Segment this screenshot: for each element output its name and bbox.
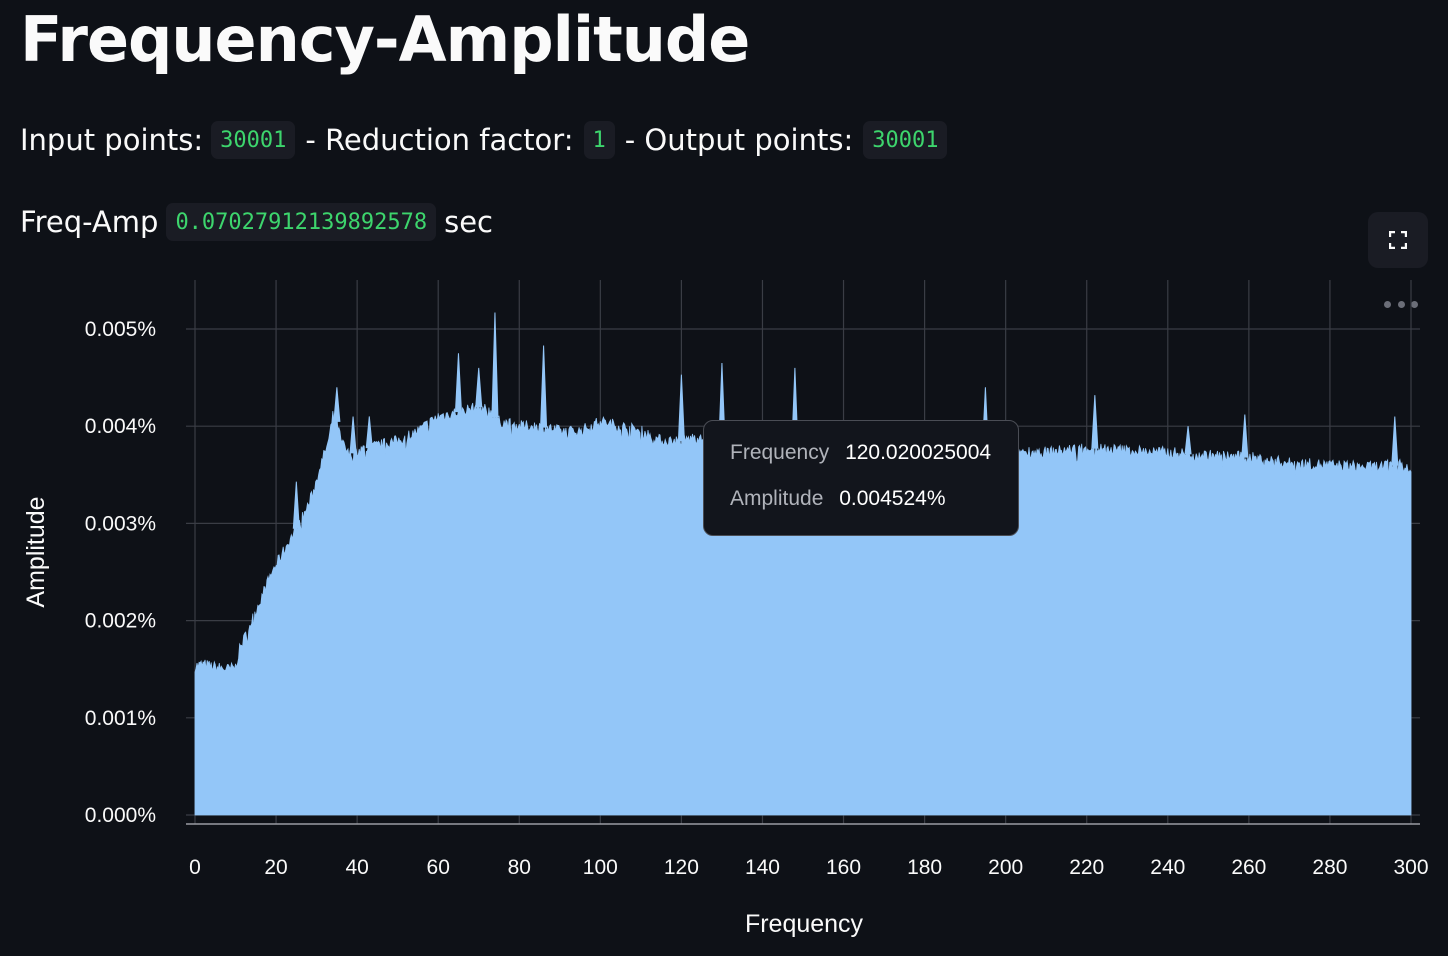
page-title: Frequency-Amplitude — [20, 3, 750, 76]
x-tick-label: 60 — [427, 856, 450, 879]
y-tick-label: 0.004% — [85, 415, 156, 438]
peak-spike — [491, 312, 499, 417]
x-tick-label: 0 — [189, 856, 201, 879]
peak-spike — [475, 367, 483, 408]
y-tick-label: 0.005% — [85, 318, 156, 341]
input-points-label: Input points: — [20, 123, 204, 157]
peak-spike — [349, 416, 357, 454]
x-tick-label: 80 — [508, 856, 531, 879]
more-options-button[interactable] — [1384, 294, 1418, 314]
peak-spike — [1391, 416, 1399, 466]
output-points-label: - Output points: — [624, 123, 854, 157]
x-axis-title: Frequency — [745, 910, 864, 938]
x-tick-label: 200 — [988, 856, 1023, 879]
peak-spike — [333, 387, 341, 422]
hover-tooltip: Frequency 120.020025004 Amplitude 0.0045… — [703, 420, 1019, 536]
x-tick-label: 300 — [1393, 856, 1428, 879]
x-tick-label: 260 — [1231, 856, 1266, 879]
y-tick-label: 0.002% — [85, 610, 156, 633]
peak-spike — [365, 416, 373, 449]
fullscreen-button[interactable] — [1368, 212, 1428, 268]
peak-spike — [454, 353, 462, 413]
tooltip-frequency-value: 120.020025004 — [845, 441, 992, 464]
y-tick-label: 0.000% — [85, 804, 156, 827]
tooltip-amplitude-label: Amplitude — [730, 487, 824, 510]
x-tick-label: 100 — [583, 856, 618, 879]
timing-line: Freq-Amp 0.07027912139892578 sec — [20, 201, 493, 243]
x-tick-label: 160 — [826, 856, 861, 879]
x-tick-label: 280 — [1312, 856, 1347, 879]
peak-spike — [540, 345, 548, 428]
peak-spike — [1091, 395, 1099, 449]
y-tick-label: 0.001% — [85, 707, 156, 730]
peak-spike — [1241, 414, 1249, 458]
axes: 0 20 40 60 80 100 120 140 160 180 200 220 240 260 280 3… — [85, 318, 1429, 879]
x-tick-label: 40 — [345, 856, 368, 879]
timing-label: Freq-Amp — [20, 205, 159, 239]
reduction-factor-label: - Reduction factor: — [305, 123, 574, 157]
fullscreen-icon — [1389, 231, 1407, 249]
timing-value: 0.07027912139892578 — [166, 203, 437, 241]
x-tick-label: 180 — [907, 856, 942, 879]
output-points-value: 30001 — [863, 121, 948, 159]
stats-line: Input points: 30001 - Reduction factor: … — [20, 119, 955, 161]
more-options-icon — [1384, 300, 1391, 308]
x-tick-label: 140 — [745, 856, 780, 879]
more-options-icon — [1397, 300, 1405, 308]
timing-unit: sec — [444, 205, 494, 239]
input-points-value: 30001 — [211, 121, 296, 159]
x-tick-label: 220 — [1069, 856, 1104, 879]
tooltip-amplitude-value: 0.004524% — [839, 487, 946, 510]
peak-spike — [677, 374, 685, 442]
peak-spike — [292, 481, 300, 529]
tooltip-frequency-label: Frequency — [730, 441, 830, 464]
more-options-icon — [1411, 300, 1418, 308]
y-tick-label: 0.003% — [85, 512, 156, 535]
x-tick-label: 120 — [664, 856, 699, 879]
y-axis-title: Amplitude — [22, 496, 50, 607]
x-tick-label: 20 — [264, 856, 287, 879]
x-tick-label: 240 — [1150, 856, 1185, 879]
peak-spike — [1184, 426, 1192, 455]
reduction-factor-value: 1 — [583, 121, 615, 159]
